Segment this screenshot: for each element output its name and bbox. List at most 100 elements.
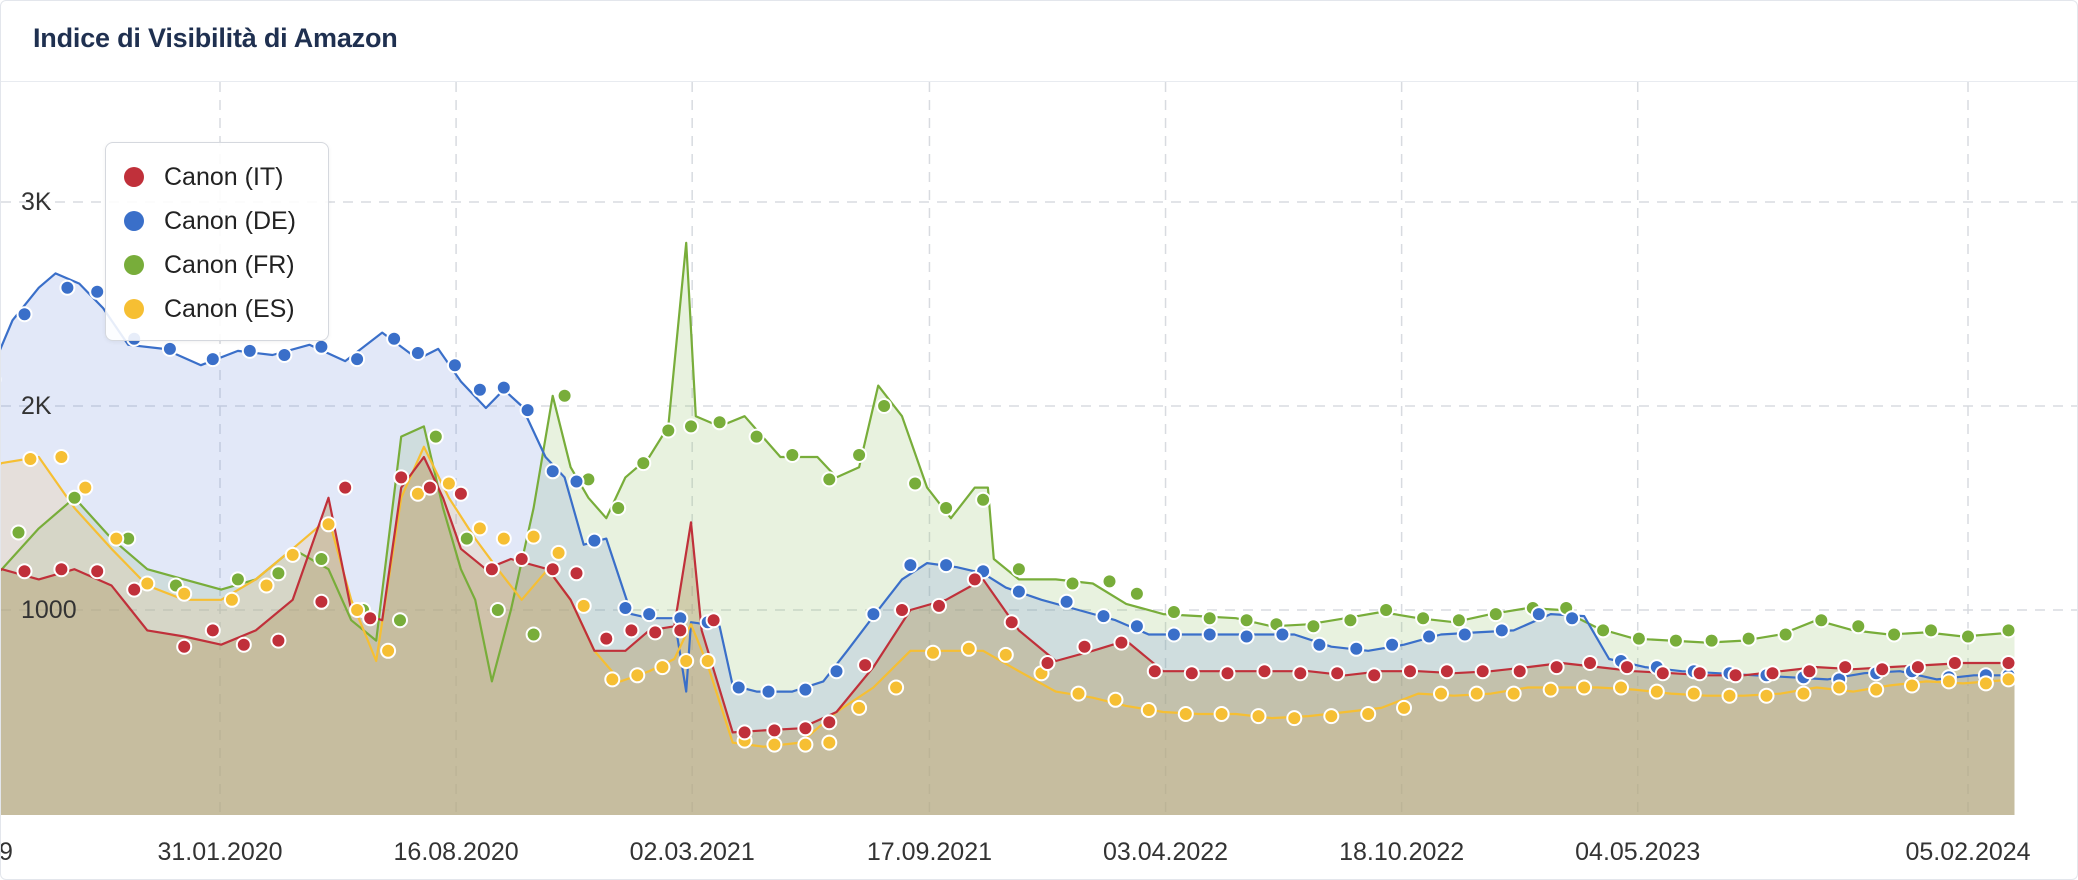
data-point-es[interactable] [604, 671, 621, 688]
data-point-it[interactable] [1113, 634, 1130, 651]
data-point-fr[interactable] [821, 471, 838, 488]
data-point-de[interactable] [1311, 636, 1328, 653]
data-point-fr[interactable] [1850, 618, 1867, 635]
data-point-de[interactable] [902, 557, 919, 574]
data-point-es[interactable] [1250, 708, 1267, 725]
data-point-it[interactable] [1329, 665, 1346, 682]
data-point-it[interactable] [89, 563, 106, 580]
data-point-de[interactable] [1095, 608, 1112, 625]
data-point-es[interactable] [1140, 702, 1157, 718]
data-point-es[interactable] [1868, 681, 1885, 698]
data-point-fr[interactable] [66, 489, 83, 506]
data-point-it[interactable] [1438, 663, 1455, 680]
data-point-es[interactable] [1904, 677, 1920, 694]
data-point-es[interactable] [575, 597, 592, 614]
data-point-it[interactable] [1909, 659, 1926, 676]
data-point-fr[interactable] [229, 571, 246, 588]
data-point-de[interactable] [568, 473, 585, 490]
data-point-fr[interactable] [1667, 632, 1684, 649]
data-point-fr[interactable] [458, 530, 475, 547]
data-point-de[interactable] [544, 463, 561, 480]
data-point-de[interactable] [1348, 640, 1365, 657]
data-point-fr[interactable] [392, 612, 408, 629]
data-point-de[interactable] [1421, 628, 1438, 645]
data-point-fr[interactable] [975, 491, 992, 508]
data-point-es[interactable] [1542, 681, 1559, 698]
data-point-de[interactable] [1128, 618, 1145, 635]
data-point-it[interactable] [1256, 663, 1273, 680]
data-point-fr[interactable] [1740, 630, 1757, 647]
data-point-es[interactable] [139, 575, 156, 592]
data-point-es[interactable] [1070, 685, 1087, 702]
data-point-fr[interactable] [1378, 602, 1395, 618]
data-point-es[interactable] [1323, 708, 1340, 725]
data-point-fr[interactable] [683, 418, 699, 435]
data-point-it[interactable] [797, 720, 814, 737]
data-point-es[interactable] [1505, 685, 1522, 702]
data-point-de[interactable] [1493, 622, 1510, 639]
data-point-fr[interactable] [1010, 561, 1027, 578]
data-point-it[interactable] [857, 657, 874, 674]
data-point-es[interactable] [53, 449, 70, 465]
data-point-de[interactable] [617, 600, 634, 616]
data-point-de[interactable] [59, 279, 76, 296]
data-point-it[interactable] [421, 479, 438, 496]
series-line-it[interactable] [1, 455, 2015, 734]
data-point-fr[interactable] [489, 602, 506, 618]
data-point-es[interactable] [654, 659, 671, 676]
data-point-fr[interactable] [660, 422, 677, 439]
data-point-es[interactable] [1648, 683, 1665, 700]
data-point-es[interactable] [495, 530, 512, 547]
data-point-es[interactable] [349, 602, 366, 618]
data-point-it[interactable] [1366, 667, 1383, 684]
data-point-it[interactable] [1183, 665, 1200, 682]
data-point-it[interactable] [313, 593, 330, 610]
data-point-es[interactable] [2000, 671, 2017, 688]
data-point-fr[interactable] [1342, 612, 1359, 629]
data-point-de[interactable] [641, 606, 658, 623]
data-point-es[interactable] [440, 475, 457, 492]
data-point-it[interactable] [1402, 663, 1418, 680]
data-point-de[interactable] [730, 679, 747, 696]
data-point-it[interactable] [1727, 667, 1744, 684]
data-point-it[interactable] [672, 622, 689, 639]
data-point-de[interactable] [1238, 628, 1255, 645]
data-point-de[interactable] [16, 306, 33, 323]
data-point-de[interactable] [760, 683, 777, 700]
data-point-es[interactable] [851, 699, 868, 716]
data-point-fr[interactable] [1777, 626, 1794, 643]
data-point-fr[interactable] [711, 414, 728, 431]
data-point-de[interactable] [386, 330, 403, 347]
data-point-fr[interactable] [1703, 632, 1720, 649]
data-point-it[interactable] [16, 563, 33, 580]
data-point-fr[interactable] [1305, 618, 1322, 635]
data-point-es[interactable] [699, 653, 716, 669]
data-point-fr[interactable] [270, 565, 287, 582]
data-point-de[interactable] [1201, 626, 1218, 643]
data-point-fr[interactable] [313, 551, 330, 567]
data-point-it[interactable] [766, 722, 783, 739]
data-point-fr[interactable] [1450, 612, 1467, 629]
data-point-es[interactable] [821, 734, 838, 751]
data-point-de[interactable] [1058, 593, 1075, 610]
data-point-it[interactable] [393, 469, 410, 486]
data-point-it[interactable] [894, 602, 910, 618]
data-point-es[interactable] [997, 646, 1014, 663]
data-point-it[interactable] [126, 581, 143, 598]
data-point-fr[interactable] [1595, 622, 1612, 639]
data-point-it[interactable] [1474, 663, 1491, 680]
data-point-de[interactable] [938, 557, 955, 574]
data-point-it[interactable] [1146, 663, 1163, 680]
data-point-es[interactable] [380, 642, 397, 659]
data-point-it[interactable] [1764, 665, 1781, 682]
data-point-it[interactable] [204, 622, 221, 639]
data-point-fr[interactable] [2000, 622, 2017, 639]
data-point-de[interactable] [313, 338, 330, 355]
data-point-it[interactable] [821, 714, 838, 731]
data-point-de[interactable] [1384, 636, 1401, 653]
data-point-it[interactable] [1801, 663, 1818, 680]
data-point-fr[interactable] [1960, 628, 1976, 645]
data-point-es[interactable] [1433, 685, 1449, 702]
data-point-fr[interactable] [10, 524, 27, 541]
data-point-it[interactable] [736, 724, 753, 741]
